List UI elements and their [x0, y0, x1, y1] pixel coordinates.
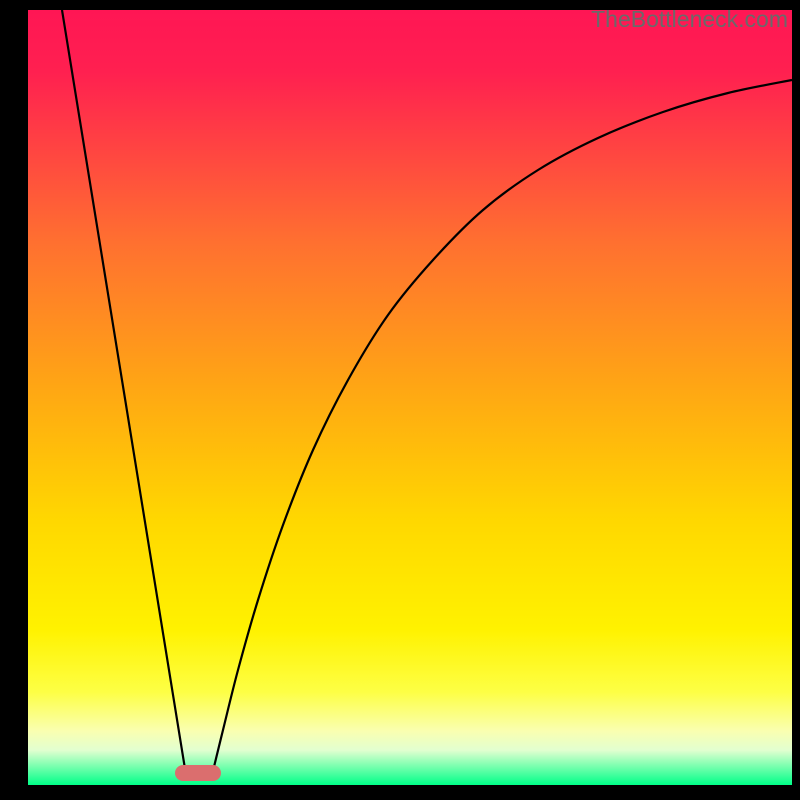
bottleneck-chart: TheBottleneck.com	[0, 0, 800, 800]
plot-area	[28, 10, 792, 785]
watermark-text: TheBottleneck.com	[591, 6, 788, 33]
gradient-background	[28, 10, 792, 785]
optimal-marker	[175, 765, 221, 781]
